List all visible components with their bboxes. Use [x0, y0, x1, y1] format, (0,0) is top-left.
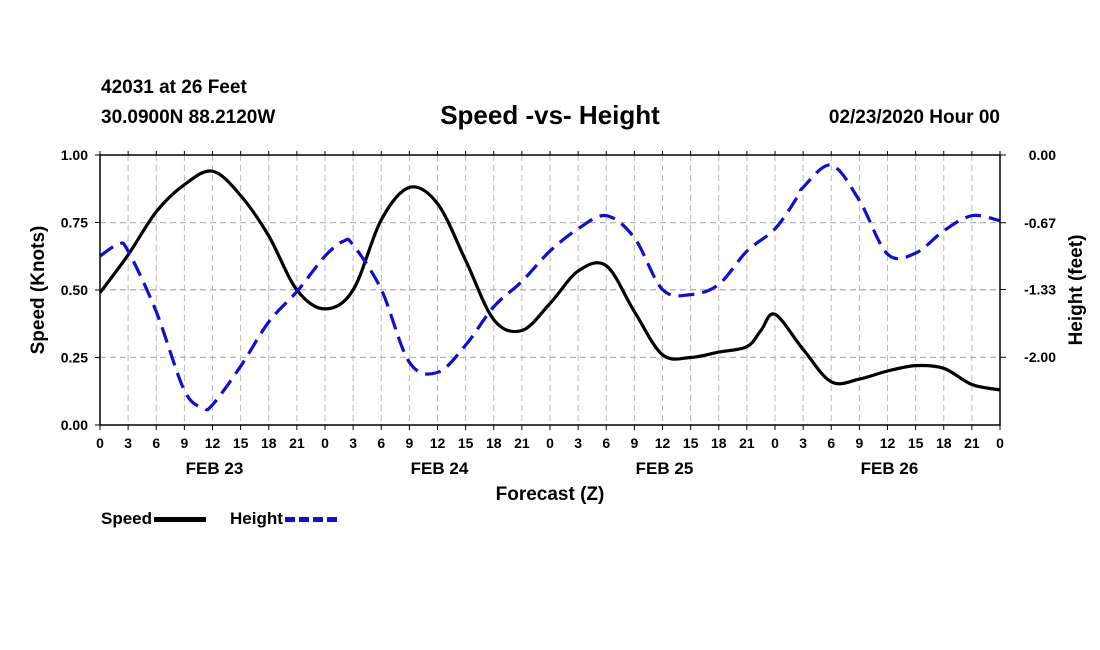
- y-tick-label-left: 0.75: [61, 215, 88, 231]
- x-tick-label: 9: [405, 435, 413, 451]
- legend-height-label: Height: [230, 509, 283, 528]
- x-tick-label: 9: [180, 435, 188, 451]
- x-tick-label: 0: [996, 435, 1004, 451]
- y-tick-label-left: 0.25: [61, 350, 88, 366]
- chart-title: Speed -vs- Height: [440, 100, 660, 130]
- x-tick-label: 6: [377, 435, 385, 451]
- x-day-label: FEB 23: [186, 459, 244, 478]
- x-axis-title: Forecast (Z): [496, 484, 605, 505]
- y-tick-label-left: 1.00: [61, 147, 88, 163]
- legend-height: Height: [230, 509, 337, 529]
- x-tick-label: 21: [514, 435, 530, 451]
- x-tick-label: 15: [683, 435, 699, 451]
- x-tick-label: 21: [739, 435, 755, 451]
- x-tick-label: 21: [964, 435, 980, 451]
- x-tick-label: 18: [486, 435, 502, 451]
- x-tick-label: 12: [880, 435, 896, 451]
- x-tick-label: 21: [289, 435, 305, 451]
- x-tick-label: 3: [799, 435, 807, 451]
- y-tick-label-right: -1.33: [1024, 281, 1056, 297]
- x-tick-label: 9: [855, 435, 863, 451]
- x-tick-label: 12: [205, 435, 221, 451]
- y-tick-label-left: 0.00: [61, 417, 88, 433]
- x-tick-label: 18: [711, 435, 727, 451]
- x-tick-label: 9: [630, 435, 638, 451]
- x-day-label: FEB 26: [861, 459, 919, 478]
- x-tick-label: 0: [321, 435, 329, 451]
- x-tick-label: 12: [430, 435, 446, 451]
- x-tick-label: 3: [574, 435, 582, 451]
- x-tick-label: 3: [349, 435, 357, 451]
- x-tick-label: 18: [261, 435, 277, 451]
- legend-speed: Speed: [101, 509, 207, 529]
- x-tick-label: 3: [124, 435, 132, 451]
- x-tick-label: 15: [458, 435, 474, 451]
- y-tick-label-right: -2.00: [1024, 349, 1056, 365]
- x-tick-label: 0: [546, 435, 554, 451]
- x-tick-label: 6: [602, 435, 610, 451]
- x-tick-label: 6: [827, 435, 835, 451]
- coordinates-label: 30.0900N 88.2120W: [101, 107, 276, 128]
- legend-speed-label: Speed: [101, 509, 153, 528]
- x-tick-label: 6: [152, 435, 160, 451]
- x-tick-label: 18: [936, 435, 952, 451]
- y-tick-label-right: -0.67: [1024, 215, 1056, 231]
- legend-speed-swatch: [154, 517, 207, 523]
- y-tick-label-left: 0.50: [61, 282, 88, 298]
- y-axis-title-left: Speed (Knots): [28, 226, 49, 355]
- grid: [100, 155, 1000, 425]
- series-lines: [98, 163, 1001, 412]
- axis-ticks: [95, 151, 1006, 430]
- x-tick-label: 15: [233, 435, 249, 451]
- legend-height-swatch: [284, 517, 337, 523]
- axis-labels: 0 3 6 9 12 15 18 21 0 3 6 9 12 15 18 21 0 3 6 9 12 15 18 21 0 3 6 9…: [28, 147, 1087, 505]
- datetime-label: 02/23/2020 Hour 00: [828, 107, 1000, 128]
- station-label: 42031 at 26 Feet: [101, 77, 247, 98]
- x-day-label: FEB 24: [411, 459, 469, 478]
- x-tick-label: 15: [908, 435, 924, 451]
- x-day-label: FEB 25: [636, 459, 694, 478]
- x-tick-label: 12: [655, 435, 671, 451]
- series-line-speed: [98, 169, 1001, 392]
- y-axis-title-right: Height (feet): [1066, 235, 1087, 346]
- series-line-height: [99, 163, 1001, 412]
- y-tick-label-right: 0.00: [1029, 147, 1056, 163]
- x-tick-label: 0: [96, 435, 104, 451]
- x-tick-label: 0: [771, 435, 779, 451]
